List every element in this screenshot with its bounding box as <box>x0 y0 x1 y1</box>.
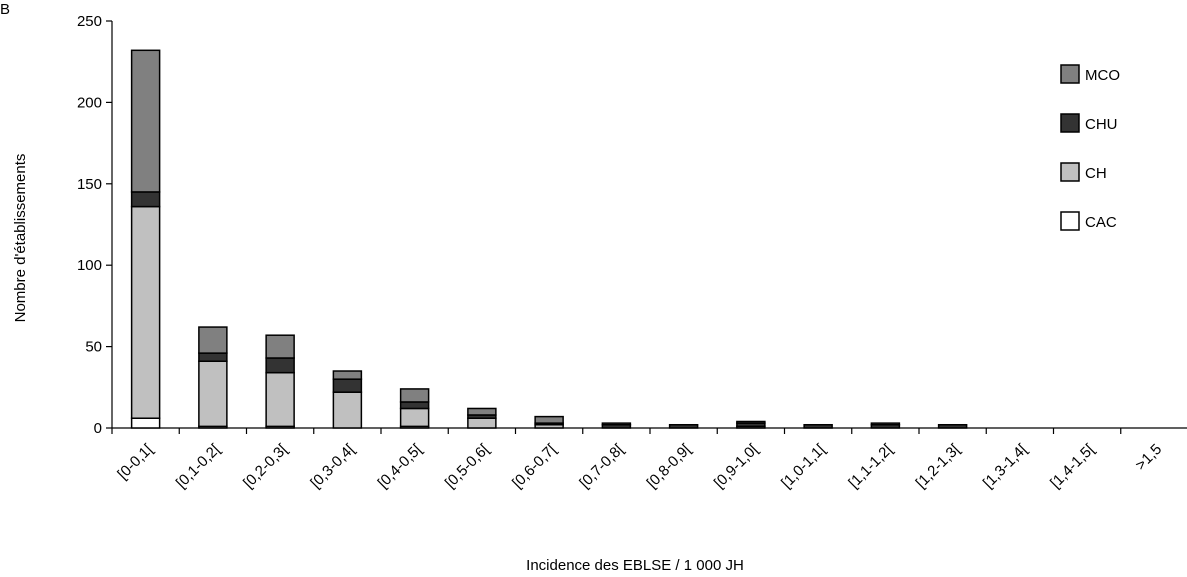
bar-segment-chu <box>198 352 228 363</box>
x-tick-label: [1,0-1,1[ <box>778 440 830 492</box>
y-axis-title: Nombre d'établissements <box>12 154 29 323</box>
y-tick-label: 250 <box>77 13 102 30</box>
tick-labels: 0 50 100 150 200 250 [0-0,1[ [0,1-0,2[ [0,2-0,3[… <box>77 13 1165 492</box>
bar-segment-ch <box>130 205 161 419</box>
bar-segment-ch <box>198 360 228 428</box>
legend-swatch-chu <box>1060 113 1080 133</box>
x-tick-label: [0,8-0,9[ <box>644 440 696 492</box>
y-tick-label: 100 <box>77 257 102 274</box>
legend-label-cac: CAC <box>1085 214 1117 231</box>
x-tick-label: [0,4-0,5[ <box>375 440 427 492</box>
bar-segment-ch <box>332 391 363 429</box>
bars <box>130 49 968 429</box>
x-tick-label: [0,9-1,0[ <box>711 440 763 492</box>
bar-segment-mco <box>198 326 228 354</box>
legend-label-chu: CHU <box>1085 116 1118 133</box>
bar-segment-mco <box>399 388 430 403</box>
bar-segment-cac <box>130 417 161 429</box>
x-tick-label: [0,2-0,3[ <box>240 440 292 492</box>
bar-segment-mco <box>265 334 295 359</box>
bar-segment-chu <box>937 423 968 429</box>
legend: MCO CHU CH CAC <box>1060 64 1120 231</box>
bar-segment-ch <box>399 407 430 428</box>
bar-segment-mco <box>870 422 901 426</box>
bar-segment-mco <box>534 415 564 424</box>
bar-segment-ch <box>467 417 497 429</box>
bar-segment-chu <box>668 423 699 429</box>
bar-segment-ch <box>265 371 295 428</box>
x-tick-label: [1,2-1,3[ <box>913 440 965 492</box>
y-tick-label: 50 <box>85 339 102 356</box>
bar-segment-mco <box>332 370 363 380</box>
x-tick-label: [0,7-0,8[ <box>576 440 628 492</box>
bar-segment-chu <box>803 423 833 429</box>
panel-label: B <box>0 1 10 18</box>
bar-segment-chu <box>399 401 430 410</box>
bar-segment-mco <box>467 407 497 416</box>
x-tick-label: [1,1-1,2[ <box>845 440 897 492</box>
x-tick-label: [0,3-0,4[ <box>307 440 359 492</box>
legend-label-mco: MCO <box>1085 67 1120 84</box>
y-tick-label: 150 <box>77 176 102 193</box>
x-tick-label: [0,1-0,2[ <box>173 440 225 492</box>
x-tick-label: [1,3-1,4[ <box>980 440 1032 492</box>
bar-segment-chu <box>332 378 363 393</box>
bar-segment-mco <box>601 422 632 426</box>
y-tick-label: 0 <box>94 420 102 437</box>
bar-segment-chu <box>130 191 161 208</box>
bar-segment-chu <box>265 357 295 374</box>
x-tick-label: [0,5-0,6[ <box>442 440 494 492</box>
legend-swatch-ch <box>1060 162 1080 182</box>
legend-label-ch: CH <box>1085 165 1107 182</box>
y-tick-label: 200 <box>77 94 102 111</box>
x-tick-label: [1,4-1,5[ <box>1047 440 1099 492</box>
x-tick-label: [0,6-0,7[ <box>509 440 561 492</box>
legend-swatch-cac <box>1060 211 1080 231</box>
bar-segment-mco <box>130 49 161 193</box>
legend-swatch-mco <box>1060 64 1080 84</box>
bar-segment-mco <box>736 420 766 424</box>
x-axis-title: Incidence des EBLSE / 1 000 JH <box>526 557 744 574</box>
x-tick-label: [0-0,1[ <box>114 440 157 483</box>
x-tick-label: >1,5 <box>1132 441 1165 474</box>
